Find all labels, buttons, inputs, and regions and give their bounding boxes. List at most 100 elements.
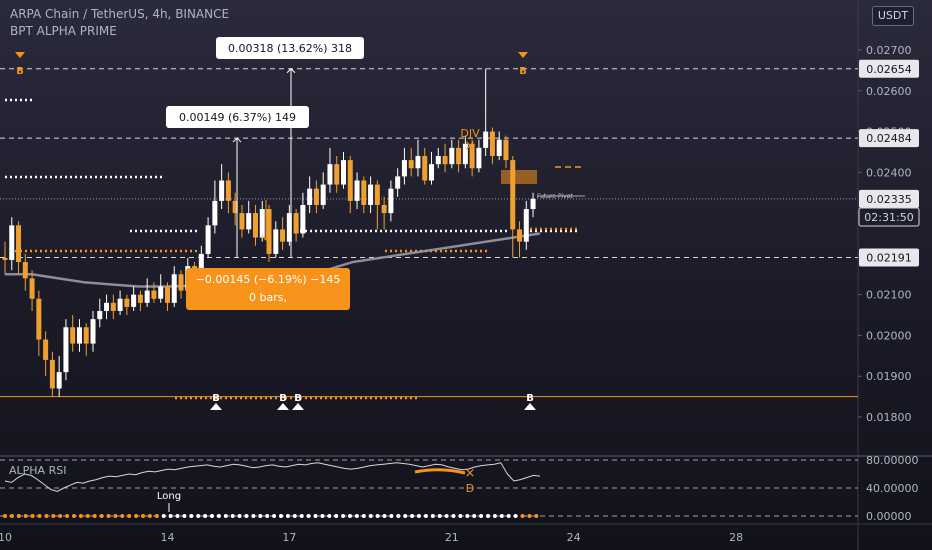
rsi-signal-dot [168, 514, 173, 518]
rsi-signal-dot [341, 514, 346, 518]
rsi-signal-dot [410, 514, 415, 518]
rsi-signal-dot [237, 514, 242, 518]
countdown-badge [858, 207, 920, 227]
candle-body [259, 209, 265, 238]
rsi-signal-dot [320, 514, 325, 518]
rsi-signal-dot [51, 514, 56, 518]
candle-body [151, 290, 157, 299]
candle-body [361, 180, 367, 205]
rsi-signal-dot [154, 514, 159, 518]
rsi-signal-dot [196, 514, 201, 518]
rsi-signal-dot [465, 514, 470, 518]
candle-body [517, 229, 523, 242]
rsi-signal-dot [120, 514, 125, 518]
candle-body [462, 143, 468, 165]
rsi-signal-dot [141, 514, 145, 518]
rsi-signal-dot [92, 514, 97, 518]
candle-body [313, 188, 319, 205]
candle-body [43, 339, 49, 360]
sell-b-label: B [16, 66, 24, 77]
rsi-signal-dot [451, 514, 456, 518]
candle-body [401, 160, 407, 177]
rsi-signal-dot [78, 514, 83, 518]
sell-triangle [15, 52, 25, 58]
candle-body [29, 278, 35, 299]
candle-body [483, 131, 489, 148]
rsi-signal-dot [9, 514, 14, 518]
rsi-signal-dot [417, 514, 421, 518]
price-badge-label: 0.02654 [866, 63, 912, 76]
candle-body [429, 164, 435, 181]
candle-body [70, 327, 76, 344]
djv-label: DJV [460, 127, 480, 140]
rsi-signal-dot [299, 514, 304, 518]
rsi-signal-dot [437, 514, 442, 518]
rsi-signal-dot [513, 514, 518, 518]
candle-body [273, 229, 279, 254]
rsi-signal-dot [396, 514, 401, 518]
candle-body [36, 298, 42, 340]
rsi-signal-dot [527, 514, 532, 518]
price-badge [859, 189, 919, 208]
measure-box-down-text: −0.00145 (−6.19%) −145 [196, 273, 341, 286]
rsi-signal-dot [354, 514, 359, 518]
rsi-signal-dot [499, 514, 504, 518]
rsi-signal-dot [486, 514, 490, 518]
rsi-signal-dot [65, 514, 70, 518]
y-tick-label: 0.01800 [866, 411, 912, 424]
pivot-zone [501, 170, 537, 184]
candle-body [212, 200, 218, 226]
rsi-signal-dot [203, 514, 208, 518]
rsi-signal-dot [223, 514, 228, 518]
rsi-signal-dot [106, 514, 111, 518]
candle-body [320, 184, 326, 205]
buy-b-label: B [526, 393, 534, 404]
rsi-signal-dot [389, 514, 394, 518]
rsi-divergence-cross: × [465, 466, 476, 481]
rsi-divergence-label: D [466, 482, 474, 495]
candle-body [368, 184, 374, 205]
rsi-divergence [414, 468, 466, 475]
measure-arrow-large-head [286, 68, 296, 74]
buy-b-label: B [212, 393, 220, 404]
candle-body [334, 164, 340, 185]
candle-body [219, 180, 225, 201]
buy-b-label: B [294, 393, 302, 404]
rsi-signal-dot [492, 514, 497, 518]
candle-body [469, 143, 475, 169]
rsi-signal-dot [258, 514, 263, 518]
rsi-signal-dot [113, 514, 118, 518]
rsi-signal-dot [279, 514, 283, 518]
candles [2, 68, 536, 397]
candle-body [530, 198, 536, 210]
rsi-signal-dot [265, 514, 270, 518]
candle-body [104, 302, 110, 311]
candle-body [56, 372, 62, 389]
rsi-signal-dot [368, 514, 373, 518]
rsi-signal-dot [175, 514, 180, 518]
rsi-tick-label: 0.00000 [866, 510, 912, 523]
candle-body [442, 156, 448, 165]
currency-selector[interactable]: USDT [872, 6, 914, 26]
candle-body [252, 213, 258, 238]
sell-triangle [518, 52, 528, 58]
rsi-panel-title: ALPHA RSI [9, 464, 67, 477]
y-tick-label: 0.02700 [866, 44, 912, 57]
measure-box-large-bg [216, 37, 364, 59]
rsi-signal-dot [327, 514, 332, 518]
candle-body [178, 274, 184, 291]
chart-title: ARPA Chain / TetherUS, 4h, BINANCE [10, 7, 230, 21]
candle-body [9, 225, 15, 261]
candle-body [158, 286, 164, 299]
candle-body [239, 213, 245, 230]
measure-box-small: 0.00149 (6.37%) 149 [166, 106, 309, 128]
rsi-signal-dot [37, 514, 42, 518]
rsi-signal-dot [230, 514, 235, 518]
candle-body [523, 209, 529, 242]
rsi-signal-dot [458, 514, 463, 518]
buy-triangle [210, 403, 222, 410]
candle-body [63, 327, 69, 373]
rsi-signal-dot [147, 514, 152, 518]
x-tick-label: 17 [282, 531, 296, 544]
